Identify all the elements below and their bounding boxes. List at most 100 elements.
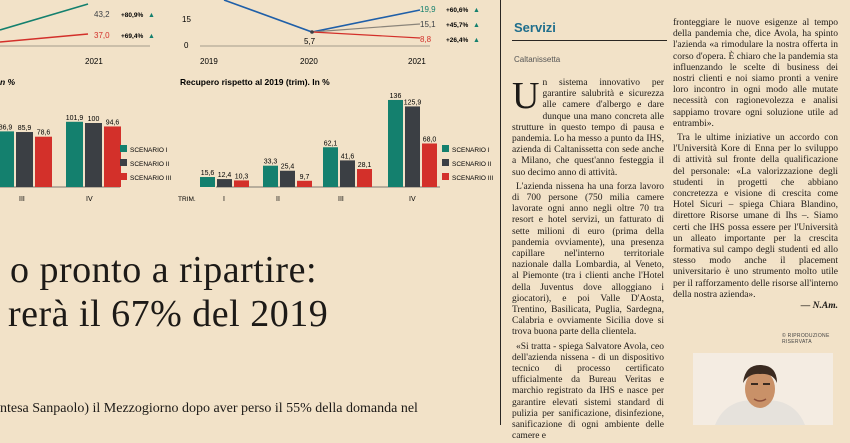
section-rule — [512, 40, 667, 41]
dot-2020 — [310, 30, 314, 34]
top-right-x-2021: 2021 — [408, 57, 426, 66]
chart-left-value-label: 94,6 — [106, 119, 120, 126]
chart-right-value-label: 33,3 — [264, 159, 278, 166]
top-right-val-2020: 5,7 — [304, 37, 316, 46]
top-right-pct-2: +45,7% — [446, 22, 468, 29]
line-right-red — [311, 31, 421, 39]
chart-left-bar-IV-s2 — [85, 123, 102, 187]
paragraph: n sistema innovativo per garantire salub… — [512, 78, 664, 178]
legend-swatch-scenario-3 — [442, 173, 449, 180]
legend-label-scenario-1: SCENARIO I — [130, 147, 168, 154]
chart-left-value-label: 85,9 — [18, 125, 32, 132]
top-right-y-0: 0 — [184, 41, 189, 50]
chart-left-x-IV: IV — [86, 196, 93, 203]
chart-left-value-label: 86,9 — [0, 124, 12, 131]
chart-right-bar-IV-s2 — [405, 106, 420, 187]
top-left-pct-2: +69,4% — [121, 33, 143, 40]
chart-right-value-label: 68,0 — [423, 136, 437, 143]
top-right-y-15: 15 — [182, 15, 191, 24]
legend-label-scenario-1: SCENARIO I — [452, 147, 490, 154]
chart-left-x-III: III — [19, 196, 25, 203]
up-arrow-icon: ▲ — [473, 7, 480, 14]
chart-right-value-label: 125,9 — [404, 99, 422, 106]
drop-cap: U — [512, 75, 540, 117]
top-left-val-1: 43,2 — [94, 10, 110, 19]
chart-right-value-label: 28,1 — [358, 162, 372, 169]
legend-label-scenario-3: SCENARIO III — [452, 175, 493, 182]
copyright-note: © RIPRODUZIONE RISERVATA — [782, 333, 830, 345]
chart-left-bar-III-s1 — [0, 131, 14, 187]
chart-right-value-label: 136 — [390, 93, 402, 100]
chart-right-bar-III-s2 — [340, 160, 355, 187]
chart-right-bar-III-s3 — [357, 169, 372, 187]
chart-right-x-IV: IV — [409, 196, 416, 203]
top-right-x-2020: 2020 — [300, 57, 318, 66]
top-left-val-2: 37,0 — [94, 31, 110, 40]
portrait-photo — [693, 353, 833, 425]
chart-right-x-III: III — [338, 196, 344, 203]
chart-right-bar-I-s3 — [234, 180, 249, 187]
line-left-red — [0, 33, 89, 43]
bar-chart-right: Recupero rispetto al 2019 (trim). In % T… — [178, 77, 493, 203]
up-arrow-icon: ▲ — [148, 33, 155, 40]
chart-left-bar-III-s3 — [35, 136, 52, 187]
chart-right-title: Recupero rispetto al 2019 (trim). In % — [180, 77, 330, 87]
up-arrow-icon: ▲ — [473, 37, 480, 44]
chart-right-value-label: 10,3 — [235, 173, 249, 180]
legend-swatch-scenario-1 — [120, 145, 127, 152]
chart-right-legend: SCENARIO I SCENARIO II SCENARIO III — [442, 145, 493, 182]
line-right-blue — [223, 0, 421, 33]
legend-swatch-scenario-2 — [120, 159, 127, 166]
up-arrow-icon: ▲ — [473, 22, 480, 29]
legend-swatch-scenario-2 — [442, 159, 449, 166]
chart-right-bar-II-s1 — [263, 165, 278, 187]
legend-label-scenario-3: SCENARIO III — [130, 175, 171, 182]
up-arrow-icon: ▲ — [148, 12, 155, 19]
chart-right-bar-II-s3 — [297, 180, 312, 187]
chart-right-value-label: 62,1 — [324, 140, 338, 147]
legend-label-scenario-2: SCENARIO II — [130, 161, 170, 168]
column-divider — [500, 0, 501, 425]
chart-right-x-I: I — [223, 196, 225, 203]
top-right-pct-3: +26,4% — [446, 37, 468, 44]
headline-line-1: o pronto a ripartire: — [10, 249, 318, 291]
top-line-charts: 2021 43,2 37,0 +80,9% +69,4% ▲ ▲ 15 0 5,… — [0, 0, 480, 66]
top-left-tick-2021: 2021 — [85, 57, 103, 66]
chart-left-legend: SCENARIO I SCENARIO II SCENARIO III — [120, 145, 171, 182]
top-right-x-2019: 2019 — [200, 57, 218, 66]
chart-right-value-label: 25,4 — [281, 164, 295, 171]
article-column-2: fronteggiare le nuove esigenze al tempo … — [673, 18, 838, 312]
paragraph: Tra le ultime iniziative un accordo con … — [673, 133, 838, 300]
line-right-gray — [311, 23, 421, 33]
top-right-val-3: 8,8 — [420, 35, 432, 44]
chart-right-bar-IV-s1 — [388, 99, 403, 187]
paragraph: L'azienda nissena ha una forza lavoro di… — [512, 181, 664, 338]
chart-left-value-label: 78,6 — [37, 130, 51, 137]
chart-left-value-label: 100 — [88, 116, 100, 123]
chart-right-x-trim: TRIM. — [178, 196, 196, 203]
chart-right-bar-IV-s3 — [422, 143, 437, 187]
legend-label-scenario-2: SCENARIO II — [452, 161, 492, 168]
chart-right-bar-I-s1 — [200, 177, 215, 187]
chart-right-bar-II-s2 — [280, 170, 295, 187]
article-body-start: ntesa Sanpaolo) il Mezzogiorno dopo aver… — [0, 401, 418, 416]
top-right-val-1: 19,9 — [420, 5, 436, 14]
chart-left-title: n % — [0, 77, 16, 87]
chart-right-value-label: 9,7 — [300, 174, 310, 181]
line-left-green — [0, 3, 89, 31]
headline-line-2: rerà il 67% del 2019 — [8, 293, 329, 335]
chart-right-value-label: 41,6 — [341, 153, 355, 160]
top-right-pct-1: +60,6% — [446, 7, 468, 14]
chart-left-bar-IV-s3 — [104, 126, 121, 187]
section-title: Servizi — [514, 20, 556, 35]
chart-right-x-II: II — [276, 196, 280, 203]
top-right-val-2: 15,1 — [420, 20, 436, 29]
signature: — N.Am. — [800, 301, 838, 312]
chart-right-value-label: 12,4 — [218, 172, 232, 179]
legend-swatch-scenario-3 — [120, 173, 127, 180]
chart-left-bar-IV-s1 — [66, 121, 83, 187]
top-left-pct-1: +80,9% — [121, 12, 143, 19]
chart-right-value-label: 15,6 — [201, 170, 215, 177]
